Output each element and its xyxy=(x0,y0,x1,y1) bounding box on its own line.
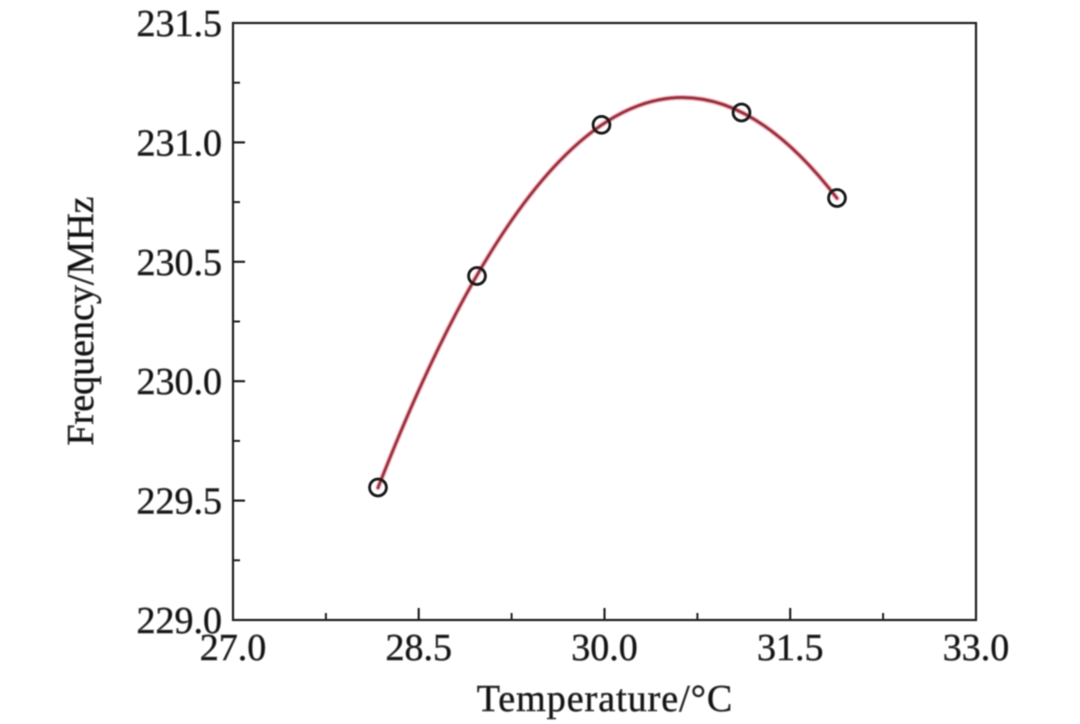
svg-text:28.5: 28.5 xyxy=(385,627,452,669)
svg-text:33.0: 33.0 xyxy=(943,627,1010,669)
svg-text:Frequency/MHz: Frequency/MHz xyxy=(60,196,102,445)
svg-text:229.5: 229.5 xyxy=(137,481,223,523)
svg-text:27.0: 27.0 xyxy=(200,627,267,669)
svg-text:230.0: 230.0 xyxy=(137,361,223,403)
svg-text:231.0: 231.0 xyxy=(137,122,223,164)
svg-text:31.5: 31.5 xyxy=(757,627,824,669)
svg-text:30.0: 30.0 xyxy=(571,627,638,669)
svg-text:231.5: 231.5 xyxy=(137,3,223,45)
svg-text:Temperature/°C: Temperature/°C xyxy=(477,678,734,720)
svg-text:230.5: 230.5 xyxy=(137,242,223,284)
svg-text:229.0: 229.0 xyxy=(137,600,223,642)
